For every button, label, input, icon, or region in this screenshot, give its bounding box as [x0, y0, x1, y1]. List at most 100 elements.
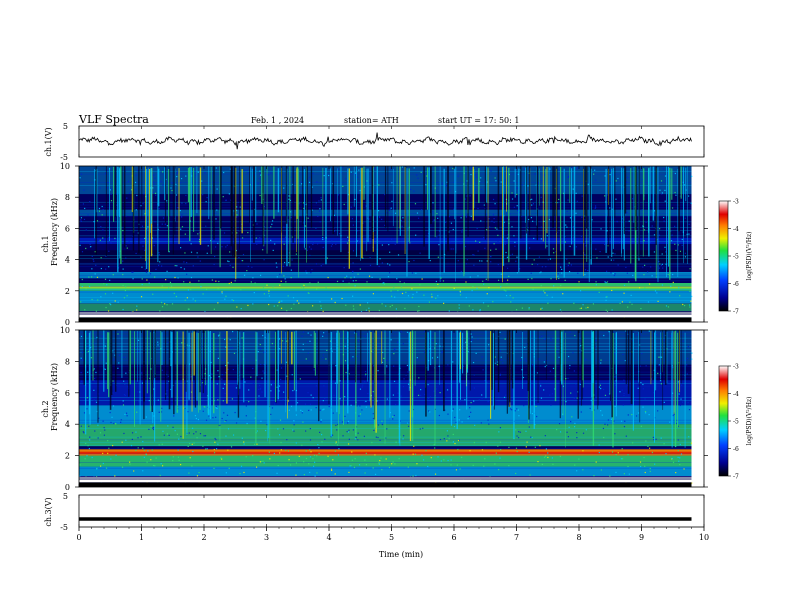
spectrogram-speckle: [403, 183, 405, 185]
spectrogram-speckle: [428, 301, 431, 303]
spectrogram-speckle: [601, 414, 603, 416]
spectrogram-speckle: [241, 437, 243, 439]
spectrogram-speckle: [516, 187, 518, 189]
spectrogram-speckle: [394, 212, 397, 214]
spectrogram-speckle: [686, 364, 688, 366]
spectrogram-speckle: [159, 474, 161, 477]
spectrogram-speckle: [603, 436, 605, 439]
spectrogram-speckle: [674, 191, 676, 194]
spectrogram-speckle: [169, 281, 172, 284]
spectrogram-speckle: [566, 431, 568, 433]
spectrogram-speckle: [372, 365, 375, 367]
spectrogram-speckle: [506, 237, 508, 239]
spectrogram-speckle: [623, 392, 625, 395]
spectrogram-speckle: [289, 199, 292, 202]
spectrogram-speckle: [84, 207, 86, 210]
spectrogram-speckle: [285, 361, 288, 363]
spectrogram-speckle: [513, 180, 515, 182]
spectrogram-speckle: [235, 209, 238, 212]
spectrogram-speckle: [303, 473, 305, 476]
spectrogram-speckle: [681, 238, 683, 241]
spectrogram-speckle: [540, 308, 542, 310]
spectrogram-speckle: [202, 410, 204, 412]
spectrogram-speckle: [435, 342, 437, 345]
spectrogram-speckle: [564, 241, 567, 243]
spectrogram-speckle: [119, 354, 121, 356]
spectrogram-speckle: [94, 251, 96, 253]
spectrogram-speckle: [245, 456, 247, 458]
spectrogram-speckle: [112, 405, 115, 407]
spectrogram-speckle: [403, 378, 405, 380]
spectrogram-speckle: [311, 269, 313, 271]
spectrogram-speckle: [99, 465, 102, 467]
spectrogram-speckle: [354, 172, 357, 174]
spectrogram-speckle: [679, 195, 681, 197]
spectrogram-speckle: [87, 333, 89, 335]
spectrogram-speckle: [352, 262, 354, 264]
spectrogram-speckle: [514, 410, 516, 412]
spectrogram-speckle: [598, 386, 601, 388]
spectrogram-speckle: [96, 396, 99, 398]
spectrogram-speckle: [479, 309, 481, 311]
spectrogram-speckle: [418, 377, 420, 379]
spectrogram-speckle: [177, 206, 179, 209]
spectrogram-speckle: [141, 382, 144, 384]
spectrogram-speckle: [177, 449, 179, 451]
spectrogram-speckle: [628, 473, 630, 475]
spectrogram-speckle: [210, 239, 212, 242]
spectrogram-speckle: [611, 289, 613, 292]
spectrogram-speckle: [125, 215, 127, 217]
spectrogram-speckle: [309, 254, 311, 257]
spectrogram-speckle: [325, 358, 327, 360]
spectrogram-speckle: [204, 172, 206, 174]
spectrogram-speckle: [80, 335, 83, 338]
spectrogram-speckle: [199, 260, 201, 262]
spectrogram-speckle: [655, 438, 657, 440]
spectrogram-speckle: [558, 277, 560, 280]
spectrogram-speckle: [224, 338, 226, 341]
spectrogram-speckle: [536, 263, 539, 266]
spectrogram-speckle: [85, 288, 87, 290]
spectrogram-speckle: [224, 298, 226, 300]
spectrogram-speckle: [684, 359, 687, 361]
spectrogram-speckle: [416, 212, 419, 214]
spectrogram-speckle: [420, 171, 422, 173]
spectrogram-speckle: [577, 272, 579, 274]
spectrogram-speckle: [649, 467, 651, 470]
spectrogram-speckle: [274, 243, 276, 245]
spectrogram-speckle: [104, 367, 106, 370]
spectrogram-speckle: [379, 439, 381, 441]
spectrogram-speckle: [172, 426, 174, 428]
spectrogram-speckle: [622, 353, 624, 356]
spectrogram-speckle: [329, 340, 332, 342]
spectrogram-speckle: [96, 276, 99, 278]
spectrogram-speckle: [270, 413, 272, 416]
spectrogram-speckle: [637, 387, 639, 389]
spectrogram-speckle: [569, 331, 571, 333]
ch3-ytick-bottom: -5: [60, 523, 68, 532]
spectrogram-speckle: [100, 296, 102, 298]
spectrogram-speckle: [296, 300, 298, 302]
spectrogram-speckle: [455, 421, 457, 423]
spectrogram-speckle: [364, 335, 366, 337]
spectrogram-speckle: [600, 359, 602, 361]
spectrogram-speckle: [232, 434, 235, 436]
spectrogram-speckle: [651, 214, 653, 216]
spectrogram-speckle: [351, 451, 353, 453]
spectrogram-speckle: [585, 429, 587, 431]
spectrogram-speckle: [195, 174, 197, 176]
spectrogram-speckle: [471, 166, 473, 168]
time-tick-label: 0: [76, 533, 81, 542]
spectrogram-speckle: [479, 180, 481, 183]
spectrogram-speckle: [164, 223, 166, 225]
spectrogram-speckle: [577, 166, 579, 168]
spectrogram-speckle: [80, 219, 82, 221]
spectrogram-speckle: [125, 257, 127, 259]
spectrogram-speckle: [408, 260, 410, 263]
spectrogram-speckle: [211, 373, 213, 375]
spectrogram-speckle: [100, 226, 102, 228]
spectrogram-speckle: [670, 177, 672, 179]
spectrogram-speckle: [225, 295, 227, 297]
spectrogram-speckle: [322, 246, 324, 249]
spectrogram-speckle: [407, 257, 409, 260]
